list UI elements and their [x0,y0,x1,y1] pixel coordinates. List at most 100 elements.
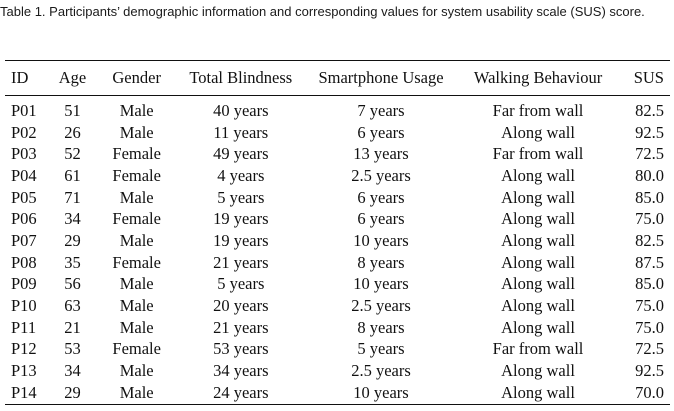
table-row: P02 26 Male 11 years 6 years Along wall 92.5 [5,122,670,144]
cell-smartphone-usage: 10 years [353,230,409,250]
cell-smartphone-usage: 13 years [353,144,409,164]
cell-sus: 92.5 [635,361,664,381]
cell-gender: Female [112,165,161,185]
cell-smartphone-usage: 5 years [357,339,405,359]
cell-total-blindness: 5 years [217,187,265,207]
cell-walking-behaviour: Along wall [501,382,575,402]
cell-sus: 70.0 [635,382,664,402]
cell-id: P12 [11,339,37,359]
cell-smartphone-usage: 8 years [357,252,405,272]
cell-total-blindness: 21 years [213,252,269,272]
cell-id: P05 [11,187,37,207]
cell-smartphone-usage: 6 years [357,209,405,229]
table-row: P05 71 Male 5 years 6 years Along wall 85.0 [5,187,670,209]
cell-age: 34 [64,361,81,381]
cell-sus: 82.5 [635,230,664,250]
cell-walking-behaviour: Along wall [501,252,575,272]
cell-gender: Male [119,274,154,294]
cell-gender: Male [119,296,154,316]
cell-gender: Male [119,100,154,120]
cell-gender: Female [112,339,161,359]
cell-total-blindness: 53 years [213,339,269,359]
table-row: P09 56 Male 5 years 10 years Along wall 85.0 [5,274,670,296]
cell-smartphone-usage: 2.5 years [351,165,411,185]
cell-id: P04 [11,165,37,185]
cell-gender: Male [119,122,154,142]
table-row: P03 52 Female 49 years 13 years Far from wall… [5,143,670,165]
table-row: P06 34 Female 19 years 6 years Along wall 75.0 [5,208,670,230]
cell-age: 34 [64,209,81,229]
cell-walking-behaviour: Along wall [501,361,575,381]
cell-total-blindness: 40 years [213,100,269,120]
cell-total-blindness: 49 years [213,144,269,164]
cell-sus: 72.5 [635,144,664,164]
cell-age: 56 [64,274,81,294]
cell-walking-behaviour: Along wall [501,122,575,142]
cell-total-blindness: 20 years [213,296,269,316]
table-body: P01 51 Male 40 years 7 years Far from wall 82.… [5,96,670,405]
cell-smartphone-usage: 10 years [353,382,409,402]
cell-sus: 80.0 [635,165,664,185]
cell-gender: Female [112,144,161,164]
cell-smartphone-usage: 6 years [357,122,405,142]
cell-id: P06 [11,209,37,229]
table-row: P07 29 Male 19 years 10 years Along wall 82.5 [5,230,670,252]
demographics-table: ID Age Gender Total Blindness Smartphone… [5,60,670,405]
header-age: Age [58,68,87,87]
header-total-blindness: Total Blindness [189,68,293,87]
cell-gender: Female [112,209,161,229]
cell-sus: 75.0 [635,296,664,316]
cell-gender: Male [119,382,154,402]
cell-total-blindness: 11 years [213,122,269,142]
cell-sus: 82.5 [635,100,664,120]
cell-total-blindness: 24 years [213,382,269,402]
cell-smartphone-usage: 6 years [357,187,405,207]
cell-total-blindness: 21 years [213,317,269,337]
cell-sus: 75.0 [635,209,664,229]
table-header: ID Age Gender Total Blindness Smartphone… [5,60,670,96]
table-row: P08 35 Female 21 years 8 years Along wall 87.5 [5,252,670,274]
cell-id: P14 [11,382,37,402]
header-walking-behaviour: Walking Behaviour [473,68,603,87]
cell-smartphone-usage: 2.5 years [351,296,411,316]
cell-total-blindness: 5 years [217,274,265,294]
cell-age: 51 [64,100,81,120]
table-container: ID Age Gender Total Blindness Smartphone… [5,60,670,405]
cell-gender: Male [119,187,154,207]
cell-sus: 75.0 [635,317,664,337]
cell-walking-behaviour: Far from wall [492,144,584,164]
cell-age: 71 [64,187,81,207]
table-row: P14 29 Male 24 years 10 years Along wall 70.0 [5,382,670,405]
caption-label: Table 1. [0,4,46,19]
cell-gender: Male [119,361,154,381]
cell-gender: Male [119,317,154,337]
cell-walking-behaviour: Along wall [501,209,575,229]
cell-id: P08 [11,252,37,272]
cell-id: P13 [11,361,37,381]
cell-sus: 92.5 [635,122,664,142]
table-row: P13 34 Male 34 years 2.5 years Along wall 92.5 [5,360,670,382]
cell-total-blindness: 34 years [213,361,269,381]
cell-walking-behaviour: Along wall [501,165,575,185]
cell-id: P10 [11,296,37,316]
cell-age: 21 [64,317,81,337]
caption-text: Participants’ demographic information an… [49,4,645,19]
cell-id: P02 [11,122,37,142]
cell-walking-behaviour: Along wall [501,187,575,207]
cell-age: 29 [64,230,81,250]
table-caption: Table 1. Participants’ demographic infor… [0,2,670,21]
cell-id: P11 [11,317,37,337]
cell-age: 29 [64,382,81,402]
cell-age: 35 [64,252,81,272]
cell-walking-behaviour: Along wall [501,317,575,337]
cell-age: 63 [64,296,81,316]
cell-walking-behaviour: Far from wall [492,100,584,120]
cell-smartphone-usage: 8 years [357,317,405,337]
table-row: P10 63 Male 20 years 2.5 years Along wall 75.0 [5,295,670,317]
cell-age: 61 [64,165,81,185]
header-id: ID [11,68,29,87]
cell-smartphone-usage: 10 years [353,274,409,294]
cell-age: 52 [64,144,81,164]
cell-id: P07 [11,230,37,250]
cell-id: P09 [11,274,37,294]
